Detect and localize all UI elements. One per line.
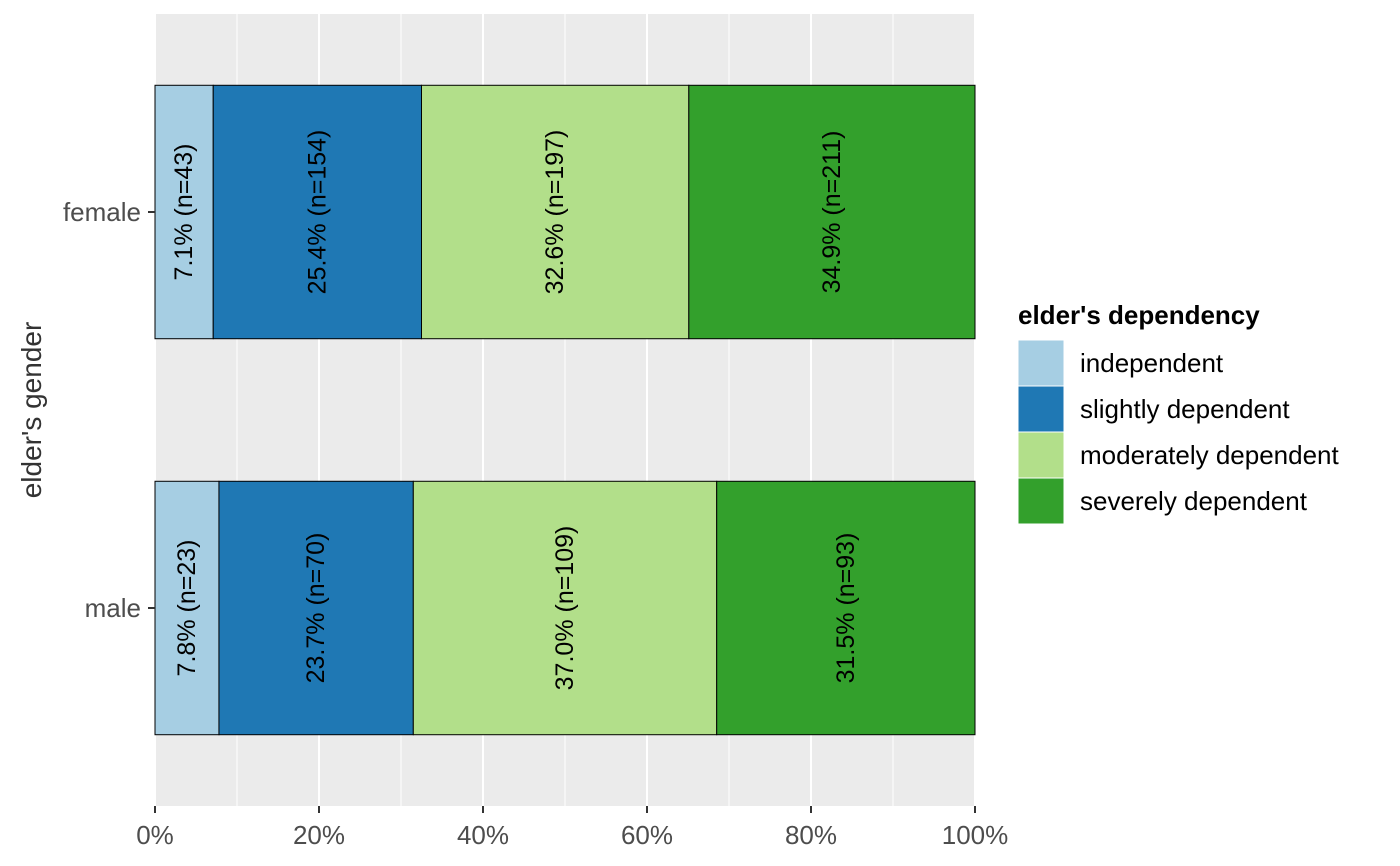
- bar-labels: 7.1% (n=43) 25.4% (n=154) 32.6% (n=197) 34.…: [170, 130, 860, 691]
- bar-data-label: 32.6% (n=197): [541, 130, 569, 295]
- bar-segment: [218, 480, 414, 736]
- y-axis: female male: [63, 197, 155, 623]
- y-axis-title: elder's gender: [16, 322, 47, 499]
- bars: [154, 84, 976, 736]
- bar-data-label: 34.9% (n=211): [818, 131, 846, 294]
- bar-data-label: 37.0% (n=109): [551, 526, 579, 691]
- legend-title: elder's dependency: [1018, 300, 1260, 330]
- bar-segment: [716, 480, 976, 736]
- x-tick-label: 40%: [457, 820, 509, 850]
- x-axis: 0% 20% 40% 60% 80% 100%: [136, 806, 1008, 850]
- x-tick-label: 60%: [621, 820, 673, 850]
- legend-label: independent: [1080, 348, 1224, 378]
- legend-label: severely dependent: [1080, 486, 1308, 516]
- x-tick-label: 0%: [136, 820, 174, 850]
- y-tick-label: male: [85, 593, 141, 623]
- legend: elder's dependency independent slightly d…: [1017, 300, 1340, 525]
- legend-key: [1017, 339, 1065, 387]
- legend-label: slightly dependent: [1080, 394, 1290, 424]
- x-tick-label: 80%: [785, 820, 837, 850]
- bar-segment: [154, 480, 220, 736]
- bar-data-label: 31.5% (n=93): [832, 533, 860, 684]
- legend-label: moderately dependent: [1080, 440, 1340, 470]
- legend-key: [1017, 385, 1065, 433]
- x-tick-label: 100%: [942, 820, 1009, 850]
- bar-data-label: 23.7% (n=70): [302, 533, 330, 684]
- bar-segment: [412, 480, 718, 736]
- legend-key: [1017, 431, 1065, 479]
- legend-key: [1017, 477, 1065, 525]
- y-tick-label: female: [63, 197, 141, 227]
- bar-data-label: 7.8% (n=23): [173, 540, 201, 677]
- bar-segment: [421, 84, 690, 340]
- bar-data-label: 7.1% (n=43): [170, 144, 198, 281]
- bar-segment: [688, 84, 976, 340]
- x-tick-label: 20%: [293, 820, 345, 850]
- bar-data-label: 25.4% (n=154): [303, 130, 331, 295]
